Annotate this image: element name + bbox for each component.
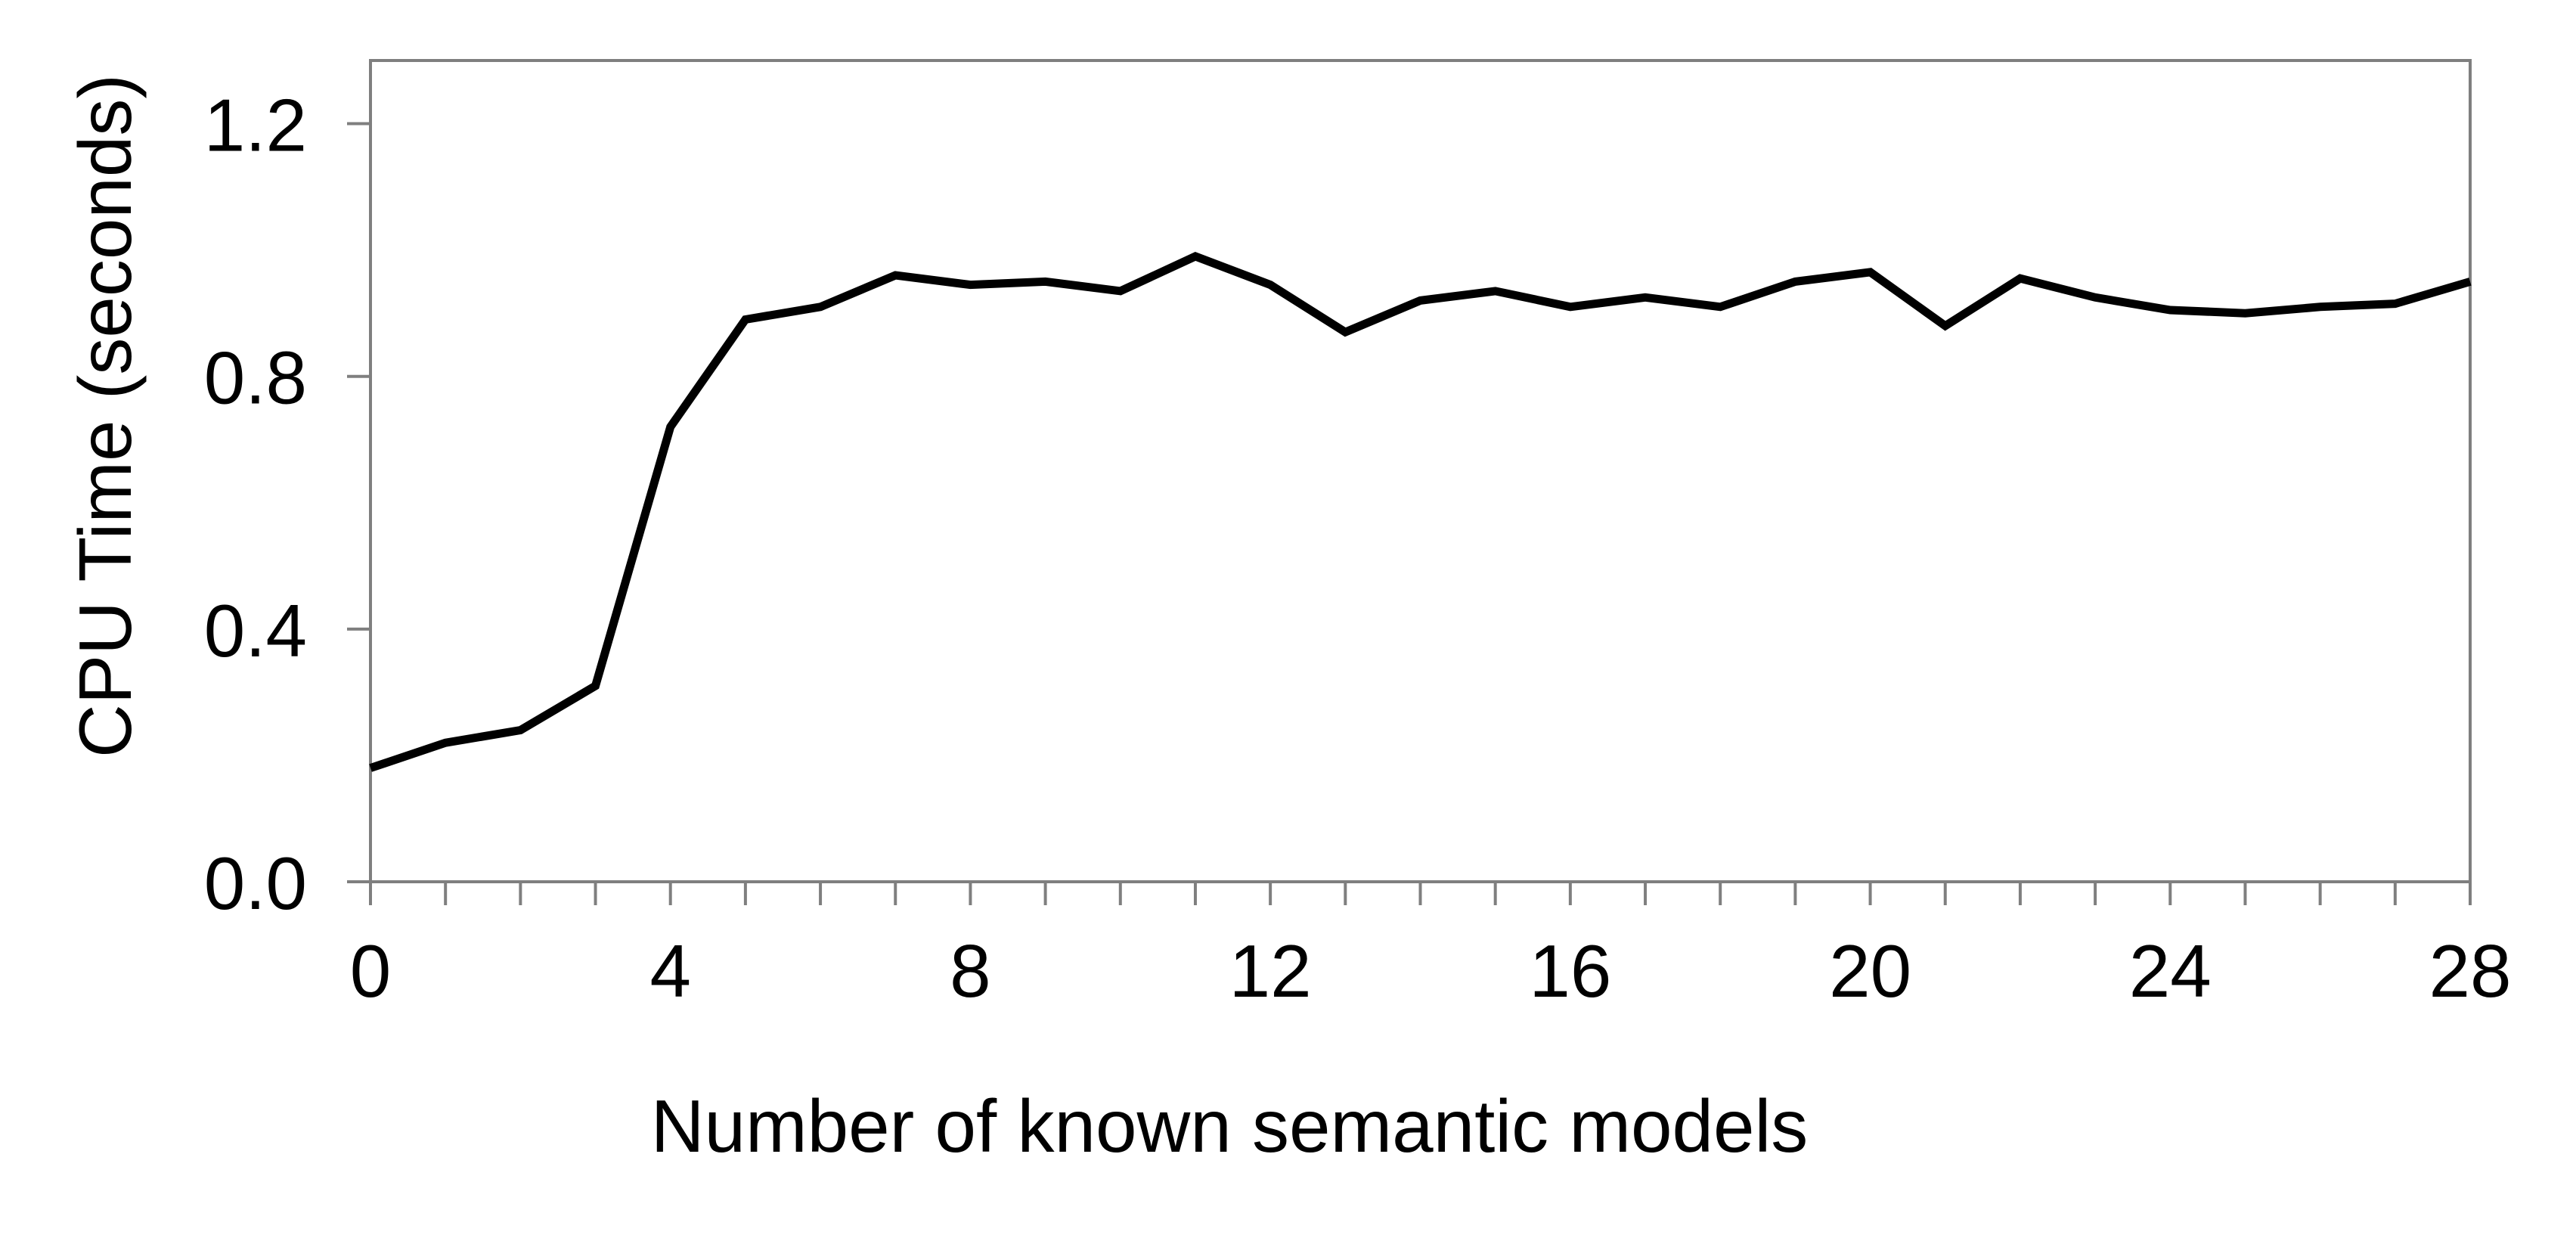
y-axis-tick-labels: 0.0 0.4 0.8 1.2	[204, 84, 307, 925]
x-axis-tick-labels: 0 4 8 12 16 20 24 28	[350, 929, 2512, 1013]
y-tick-label: 1.2	[204, 84, 307, 167]
plot-frame	[369, 59, 2472, 883]
x-tick-label: 16	[1529, 929, 1611, 1013]
x-tick-label: 4	[649, 929, 691, 1013]
y-tick-label: 0.8	[204, 337, 307, 420]
x-tick-label: 0	[350, 929, 392, 1013]
x-axis-ticks	[369, 882, 2472, 905]
x-tick-label: 8	[950, 929, 991, 1013]
y-tick-label: 0.4	[204, 589, 307, 672]
x-tick-label: 20	[1829, 929, 1911, 1013]
y-axis-ticks	[347, 122, 370, 883]
y-tick-label: 0.0	[204, 842, 307, 925]
x-tick-label: 28	[2429, 929, 2511, 1013]
data-line-cpu-time	[369, 252, 2472, 772]
x-axis-title: Number of known semantic models	[651, 1084, 1809, 1168]
y-axis-title: CPU Time (seconds)	[64, 74, 147, 758]
x-tick-label: 24	[2129, 929, 2212, 1013]
x-tick-label: 12	[1229, 929, 1312, 1013]
